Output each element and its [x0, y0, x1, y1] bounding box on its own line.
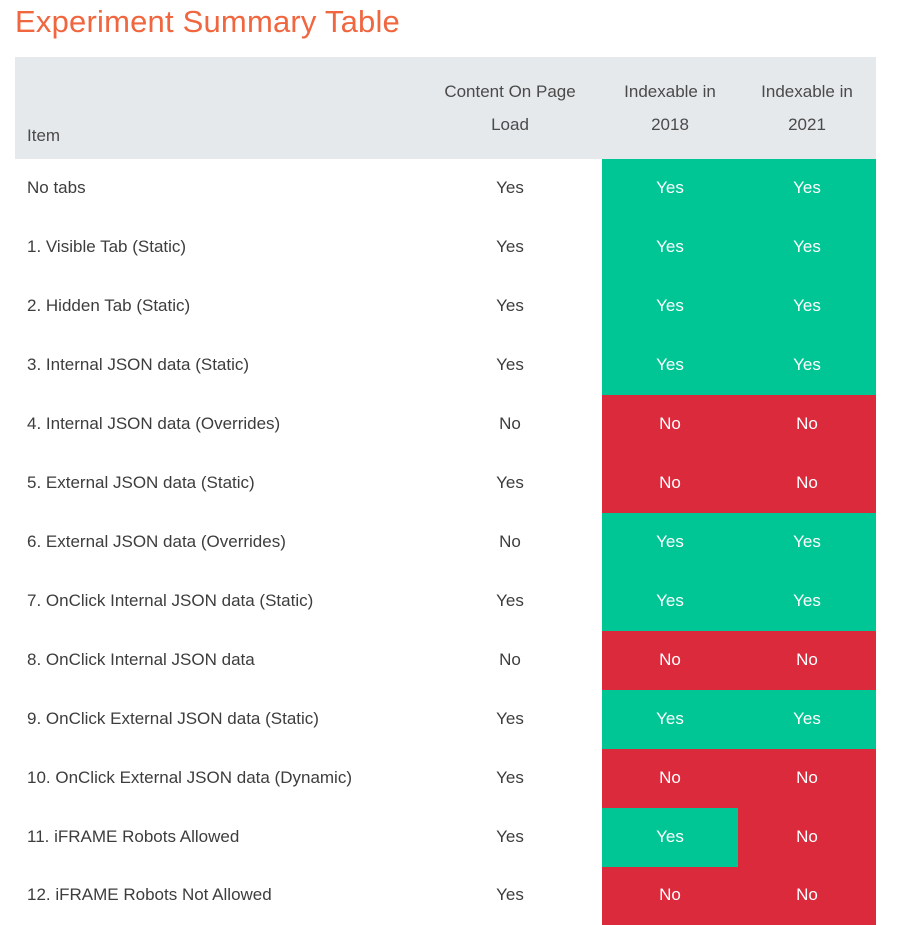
header-item: Item: [15, 57, 418, 159]
row-indexable-2018: Yes: [602, 277, 738, 336]
row-content-on-page-load: Yes: [496, 177, 524, 197]
row-item: 4. Internal JSON data (Overrides): [27, 413, 281, 433]
row-indexable-2018: Yes: [602, 513, 738, 572]
row-content-on-page-load: No: [499, 413, 521, 433]
row-item: 12. iFRAME Robots Not Allowed: [27, 885, 272, 904]
row-indexable-2021: No: [738, 454, 876, 513]
row-indexable-2018: Yes: [602, 690, 738, 749]
row-item: 2. Hidden Tab (Static): [27, 295, 191, 315]
row-indexable-2018: Yes: [602, 159, 738, 218]
table-row: 10. OnClick External JSON data (Dynamic)…: [15, 749, 876, 808]
experiment-summary-table: Item Content On Page Load Indexable in 2…: [15, 57, 876, 925]
table-row: 9. OnClick External JSON data (Static) Y…: [15, 690, 876, 749]
table-row: 3. Internal JSON data (Static) Yes Yes Y…: [15, 336, 876, 395]
row-indexable-2018: Yes: [602, 572, 738, 631]
row-item: 6. External JSON data (Overrides): [27, 531, 286, 551]
table-row: 4. Internal JSON data (Overrides) No No …: [15, 395, 876, 454]
row-indexable-2021: No: [738, 749, 876, 808]
row-content-on-page-load: No: [499, 531, 521, 551]
row-indexable-2018: No: [602, 395, 738, 454]
table-row: 6. External JSON data (Overrides) No Yes…: [15, 513, 876, 572]
row-indexable-2018: Yes: [602, 336, 738, 395]
row-indexable-2021: Yes: [738, 690, 876, 749]
row-indexable-2018: No: [602, 454, 738, 513]
row-content-on-page-load: No: [499, 649, 521, 669]
row-content-on-page-load: Yes: [496, 295, 524, 315]
row-indexable-2021: Yes: [738, 572, 876, 631]
header-content-on-page-load: Content On Page Load: [418, 57, 602, 159]
row-indexable-2021: Yes: [738, 159, 876, 218]
table-body: No tabs Yes Yes Yes 1. Visible Tab (Stat…: [15, 159, 876, 925]
table-row: 5. External JSON data (Static) Yes No No: [15, 454, 876, 513]
header-content-on-page-load-line1: Content On Page: [444, 82, 576, 101]
header-indexable-2021-line1: Indexable in: [761, 82, 853, 101]
table-row: No tabs Yes Yes Yes: [15, 159, 876, 218]
header-indexable-2018-line1: Indexable in: [624, 82, 716, 101]
row-item: No tabs: [27, 177, 86, 197]
row-item: 3. Internal JSON data (Static): [27, 354, 250, 374]
header-row: Item Content On Page Load Indexable in 2…: [15, 57, 876, 159]
row-content-on-page-load: Yes: [496, 708, 524, 728]
row-content-on-page-load: Yes: [496, 472, 524, 492]
header-indexable-2018-line2: 2018: [651, 115, 689, 134]
row-content-on-page-load: Yes: [496, 885, 524, 904]
row-indexable-2018: No: [602, 631, 738, 690]
row-indexable-2021: Yes: [738, 277, 876, 336]
row-content-on-page-load: Yes: [496, 590, 524, 610]
row-indexable-2021: No: [738, 395, 876, 454]
header-item-label: Item: [27, 126, 61, 145]
row-item: 8. OnClick Internal JSON data: [27, 649, 255, 669]
header-indexable-2021-line2: 2021: [788, 115, 826, 134]
row-item: 10. OnClick External JSON data (Dynamic): [27, 767, 352, 787]
row-indexable-2018: Yes: [602, 808, 738, 867]
row-item: 9. OnClick External JSON data (Static): [27, 708, 319, 728]
table-row: 7. OnClick Internal JSON data (Static) Y…: [15, 572, 876, 631]
row-content-on-page-load: Yes: [496, 354, 524, 374]
table-row: 1. Visible Tab (Static) Yes Yes Yes: [15, 218, 876, 277]
row-item: 1. Visible Tab (Static): [27, 236, 187, 256]
row-indexable-2018: Yes: [602, 218, 738, 277]
table-header: Item Content On Page Load Indexable in 2…: [15, 57, 876, 159]
row-indexable-2021: Yes: [738, 513, 876, 572]
row-content-on-page-load: Yes: [496, 767, 524, 787]
row-item: 7. OnClick Internal JSON data (Static): [27, 590, 314, 610]
row-item: 11. iFRAME Robots Allowed: [27, 826, 240, 846]
row-content-on-page-load: Yes: [496, 236, 524, 256]
row-indexable-2018: No: [602, 749, 738, 808]
row-indexable-2021: Yes: [738, 336, 876, 395]
row-indexable-2021: No: [738, 867, 876, 925]
row-indexable-2021: Yes: [738, 218, 876, 277]
table-row: 12. iFRAME Robots Not Allowed Yes No No: [15, 867, 876, 925]
row-indexable-2021: No: [738, 631, 876, 690]
header-indexable-2021: Indexable in 2021: [738, 57, 876, 159]
header-content-on-page-load-line2: Load: [491, 115, 529, 134]
row-indexable-2021: No: [738, 808, 876, 867]
page-title: Experiment Summary Table: [15, 4, 400, 39]
header-indexable-2018: Indexable in 2018: [602, 57, 738, 159]
row-content-on-page-load: Yes: [496, 826, 524, 846]
table-row: 8. OnClick Internal JSON data No No No: [15, 631, 876, 690]
table-row: 2. Hidden Tab (Static) Yes Yes Yes: [15, 277, 876, 336]
row-indexable-2018: No: [602, 867, 738, 925]
table-row: 11. iFRAME Robots Allowed Yes Yes No: [15, 808, 876, 867]
row-item: 5. External JSON data (Static): [27, 472, 255, 492]
